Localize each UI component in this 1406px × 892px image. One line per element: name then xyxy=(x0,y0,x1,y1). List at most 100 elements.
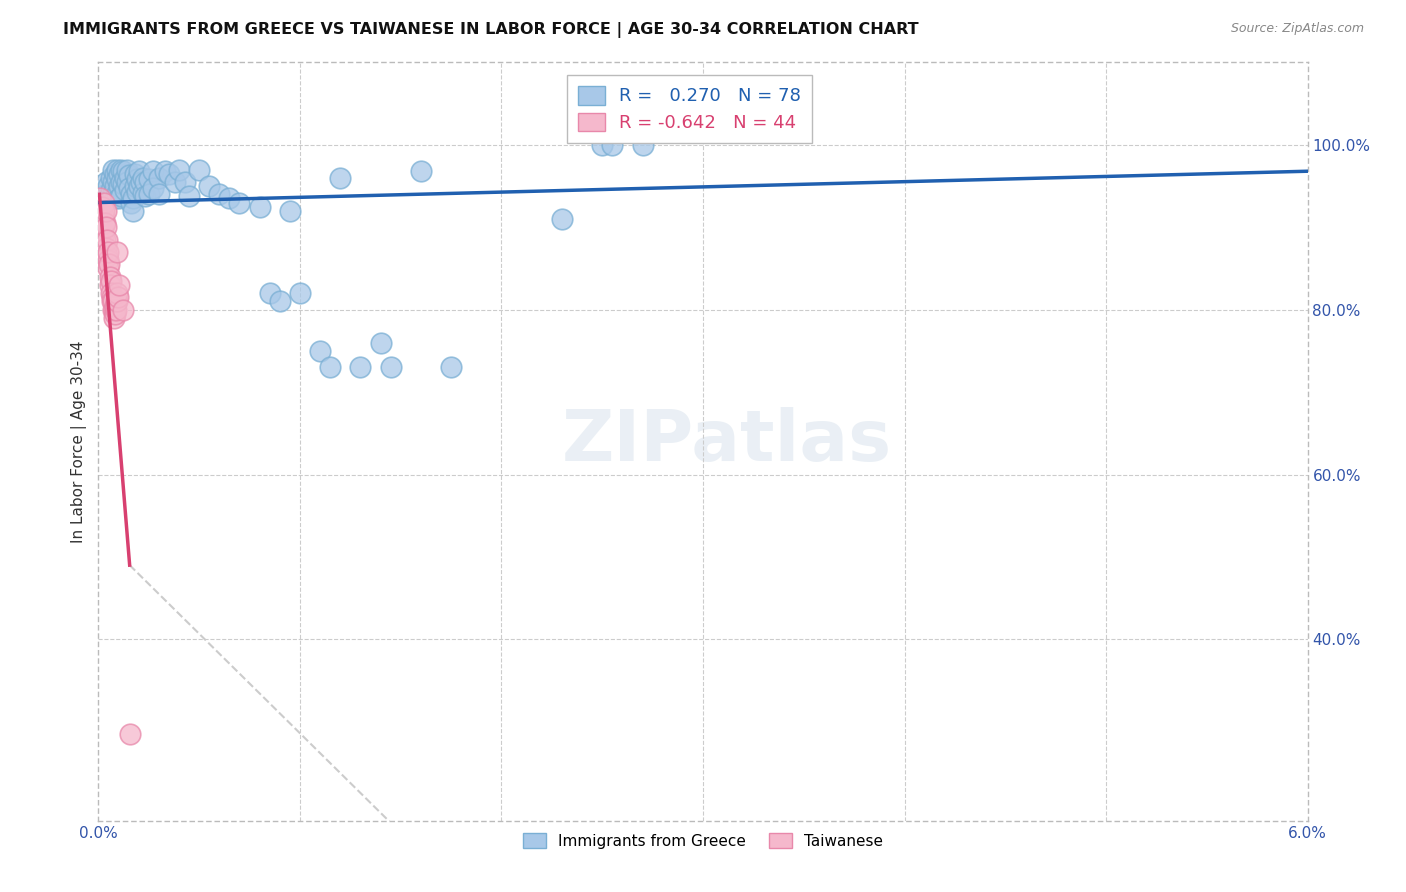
Point xyxy=(107,290,129,304)
Text: Source: ZipAtlas.com: Source: ZipAtlas.com xyxy=(1230,22,1364,36)
Point xyxy=(278,203,301,218)
Point xyxy=(132,186,155,200)
Point xyxy=(100,286,122,301)
Point xyxy=(94,216,117,230)
Point xyxy=(96,249,118,263)
Point xyxy=(198,179,221,194)
Point xyxy=(174,175,197,189)
Point xyxy=(105,294,128,309)
Point xyxy=(105,286,128,301)
Point xyxy=(93,233,115,247)
Text: IMMIGRANTS FROM GREECE VS TAIWANESE IN LABOR FORCE | AGE 30-34 CORRELATION CHART: IMMIGRANTS FROM GREECE VS TAIWANESE IN L… xyxy=(63,22,920,38)
Point xyxy=(94,203,117,218)
Point xyxy=(288,286,311,301)
Point xyxy=(370,335,392,350)
Point xyxy=(97,257,120,271)
Point xyxy=(105,186,128,200)
Point xyxy=(218,191,240,205)
Point xyxy=(121,203,143,218)
Point xyxy=(129,175,152,189)
Point xyxy=(90,200,112,214)
Point xyxy=(97,245,120,260)
Point xyxy=(97,261,120,276)
Point xyxy=(134,175,156,189)
Point xyxy=(101,187,124,202)
Point xyxy=(148,170,170,185)
Point xyxy=(142,180,165,194)
Point xyxy=(228,195,250,210)
Point xyxy=(602,137,624,152)
Point xyxy=(380,360,402,375)
Point xyxy=(96,175,118,189)
Point xyxy=(100,183,122,197)
Point xyxy=(97,179,120,194)
Point xyxy=(103,167,125,181)
Point xyxy=(90,216,112,230)
Point xyxy=(128,179,150,194)
Point xyxy=(104,307,127,321)
Point xyxy=(309,343,332,358)
Point xyxy=(208,187,231,202)
Point xyxy=(319,360,342,375)
Point xyxy=(591,137,613,152)
Point xyxy=(105,245,128,260)
Point xyxy=(105,172,128,186)
Point xyxy=(98,277,121,292)
Point xyxy=(98,269,121,284)
Point xyxy=(104,294,127,309)
Point xyxy=(91,222,114,236)
Point xyxy=(138,172,160,186)
Point xyxy=(110,175,132,189)
Point xyxy=(259,286,281,301)
Point xyxy=(329,170,352,185)
Point xyxy=(96,233,118,247)
Point xyxy=(631,137,654,152)
Point xyxy=(111,178,134,192)
Point xyxy=(110,162,132,177)
Point xyxy=(100,274,122,288)
Text: ZIPatlas: ZIPatlas xyxy=(562,407,893,476)
Point xyxy=(103,179,125,194)
Point xyxy=(93,216,115,230)
Point xyxy=(157,167,180,181)
Point xyxy=(138,187,160,202)
Point xyxy=(125,185,148,199)
Point xyxy=(97,253,120,268)
Point xyxy=(124,179,146,194)
Point xyxy=(93,203,115,218)
Point xyxy=(249,200,271,214)
Point xyxy=(188,162,211,177)
Point xyxy=(105,162,128,177)
Legend: Immigrants from Greece, Taiwanese: Immigrants from Greece, Taiwanese xyxy=(517,827,889,855)
Point xyxy=(94,241,117,255)
Point xyxy=(142,164,165,178)
Point xyxy=(115,175,138,189)
Point xyxy=(124,167,146,181)
Point xyxy=(132,170,155,185)
Point xyxy=(163,175,186,189)
Point xyxy=(91,220,114,235)
Point xyxy=(409,164,432,178)
Point xyxy=(179,189,201,203)
Point xyxy=(103,310,125,325)
Point xyxy=(114,170,136,185)
Point xyxy=(91,208,114,222)
Point xyxy=(90,203,112,218)
Point xyxy=(110,189,132,203)
Point xyxy=(121,191,143,205)
Point xyxy=(103,299,125,313)
Point xyxy=(101,175,124,189)
Point xyxy=(100,170,122,185)
Point xyxy=(153,164,176,178)
Point xyxy=(107,277,129,292)
Point xyxy=(120,195,142,210)
Point xyxy=(148,187,170,202)
Point xyxy=(89,191,111,205)
Point xyxy=(118,180,141,194)
Point xyxy=(100,290,122,304)
Point xyxy=(115,162,138,177)
Point xyxy=(101,294,124,309)
Point xyxy=(120,187,142,202)
Point xyxy=(134,189,156,203)
Point xyxy=(101,294,124,309)
